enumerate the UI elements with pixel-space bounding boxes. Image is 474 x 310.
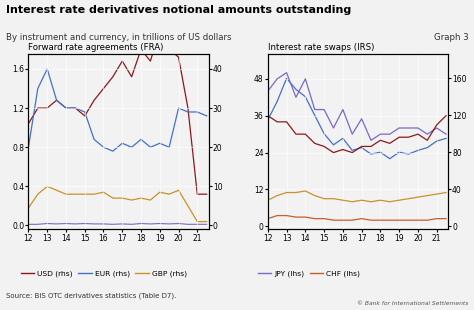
Text: © Bank for International Settlements: © Bank for International Settlements [357, 301, 468, 306]
Legend: JPY (lhs), CHF (lhs): JPY (lhs), CHF (lhs) [255, 267, 364, 280]
Legend: USD (rhs), EUR (rhs), GBP (rhs): USD (rhs), EUR (rhs), GBP (rhs) [18, 267, 190, 280]
Text: Graph 3: Graph 3 [434, 33, 468, 42]
Text: Interest rate derivatives notional amounts outstanding: Interest rate derivatives notional amoun… [6, 5, 351, 15]
Text: By instrument and currency, in trillions of US dollars: By instrument and currency, in trillions… [6, 33, 231, 42]
Text: Interest rate swaps (IRS): Interest rate swaps (IRS) [268, 43, 374, 52]
Text: Forward rate agreements (FRA): Forward rate agreements (FRA) [28, 43, 164, 52]
Text: Source: BIS OTC derivatives statistics (Table D7).: Source: BIS OTC derivatives statistics (… [6, 293, 176, 299]
